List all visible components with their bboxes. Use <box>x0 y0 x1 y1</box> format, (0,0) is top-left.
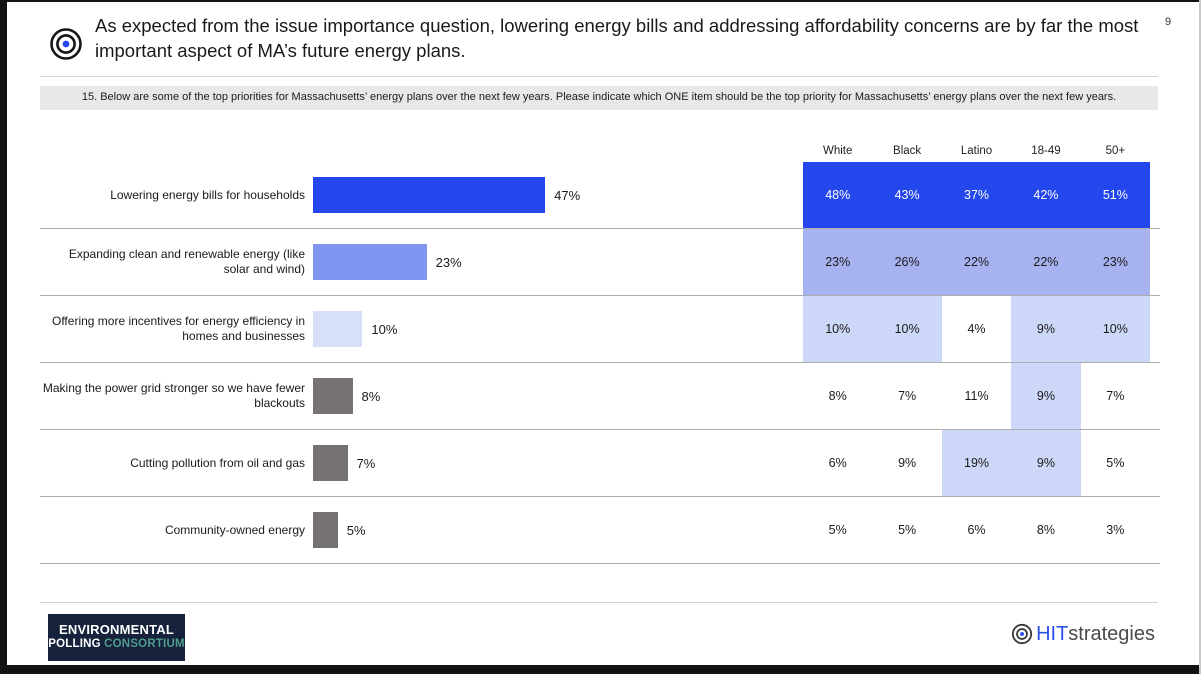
crosstab-cell: 9% <box>898 456 917 470</box>
bar <box>313 378 353 414</box>
row-label: Community-owned energy <box>164 522 305 537</box>
crosstab-cell: 8% <box>1036 523 1055 537</box>
chart-row: Community-owned energy 5% 5% 5% 6% 8% 3% <box>40 497 1160 564</box>
crosstab-cell: 3% <box>1106 523 1125 537</box>
row-label: Making the power grid stronger so we hav… <box>42 381 305 410</box>
bar-area: 23% <box>313 229 783 295</box>
bar-area: 7% <box>313 430 783 496</box>
crosstab-cell: 10% <box>872 296 942 362</box>
chart-bottom-divider <box>40 564 1158 603</box>
crosstab-cell: 9% <box>1011 430 1081 496</box>
crosstab-cell: 43% <box>872 162 942 228</box>
crosstab-cell: 5% <box>828 523 847 537</box>
frame-border-right <box>1199 0 1201 674</box>
column-header-white: White <box>823 145 853 157</box>
crosstab-cells: 48% 43% 37% 42% 51% <box>803 162 1151 228</box>
crosstab-cell: 6% <box>967 523 986 537</box>
crosstab-cell: 23% <box>803 229 873 295</box>
crosstab-cell: 51% <box>1080 162 1151 228</box>
bar-value-label: 47% <box>554 187 581 203</box>
title-divider <box>40 76 1158 77</box>
crosstab-cell: 19% <box>941 430 1012 496</box>
bar-area: 8% <box>313 363 783 429</box>
row-label: Offering more incentives for energy effi… <box>51 314 305 343</box>
chart-row: Expanding clean and renewable energy (li… <box>40 229 1160 296</box>
bar-area: 10% <box>313 296 783 362</box>
hit-logo-name: HIT <box>1036 622 1069 645</box>
crosstab-cells: 5% 5% 6% 8% 3% <box>803 497 1150 563</box>
page-title: As expected from the issue importance qu… <box>95 15 1139 61</box>
row-label: Lowering energy bills for households <box>110 187 305 202</box>
frame-border-top <box>0 0 1201 2</box>
epc-logo-line2: POLLING CONSORTIUM <box>48 638 185 651</box>
column-header-50plus: 50+ <box>1105 145 1126 157</box>
crosstab-cell: 7% <box>1106 389 1125 403</box>
chart-row: Offering more incentives for energy effi… <box>40 296 1160 363</box>
page-number: 9 <box>1164 16 1172 28</box>
hit-logo-suffix: strategies <box>1068 622 1155 645</box>
chart-row: Making the power grid stronger so we hav… <box>40 363 1160 430</box>
bar <box>313 445 348 481</box>
frame-border-left <box>0 0 7 674</box>
crosstab-cell: 22% <box>941 229 1012 295</box>
crosstab-cell: 23% <box>1080 229 1151 295</box>
row-label: Cutting pollution from oil and gas <box>130 455 305 470</box>
epc-logo-polling: POLLING <box>48 638 101 651</box>
crosstab-cell: 7% <box>898 389 917 403</box>
bar <box>313 177 546 213</box>
crosstab-cells: 23% 26% 22% 22% 23% <box>803 229 1151 295</box>
column-header-18-49: 18-49 <box>1031 145 1061 157</box>
crosstab-cell: 10% <box>1080 296 1151 362</box>
hit-strategies-logo: HIT strategies <box>1011 618 1155 650</box>
frame-border-bottom <box>0 665 1201 674</box>
bar <box>313 244 427 280</box>
column-header-latino: Latino <box>960 145 993 157</box>
row-label: Expanding clean and renewable energy (li… <box>68 247 305 276</box>
chart-row: Lowering energy bills for households 47%… <box>40 162 1160 229</box>
survey-question-banner: 15. Below are some of the top priorities… <box>40 86 1158 110</box>
hit-bullseye-icon <box>1011 623 1033 645</box>
crosstab-cell: 5% <box>898 523 917 537</box>
bar-value-label: 10% <box>371 321 398 337</box>
crosstab-cell: 42% <box>1011 162 1081 228</box>
crosstab-cell: 5% <box>1106 456 1125 470</box>
bar <box>313 512 338 548</box>
bar-value-label: 8% <box>361 388 381 404</box>
bar-area: 47% <box>313 162 783 228</box>
crosstab-cell: 6% <box>828 456 847 470</box>
bar-area: 5% <box>313 497 783 563</box>
crosstab-cell: 22% <box>1011 229 1081 295</box>
bullseye-icon <box>49 27 83 66</box>
crosstab-cell: 37% <box>941 162 1012 228</box>
crosstab-cell: 9% <box>1011 363 1081 429</box>
environmental-polling-consortium-logo: ENVIRONMENTAL POLLING CONSORTIUM <box>48 614 185 661</box>
bar-chart-with-crosstab: Lowering energy bills for households 47%… <box>40 162 1160 564</box>
crosstab-cell: 48% <box>803 162 873 228</box>
crosstab-cell: 11% <box>964 389 989 403</box>
epc-logo-line1: ENVIRONMENTAL <box>58 622 175 638</box>
bar-value-label: 23% <box>435 254 462 270</box>
crosstab-cells: 10% 10% 4% 9% 10% <box>803 296 1151 362</box>
crosstab-cell: 4% <box>967 322 986 336</box>
chart-row: Cutting pollution from oil and gas 7% 6%… <box>40 430 1160 497</box>
crosstab-column-headers: White Black Latino 18-49 50+ <box>803 145 1150 157</box>
bar <box>313 311 363 347</box>
epc-logo-consortium: CONSORTIUM <box>100 638 185 651</box>
crosstab-cell: 8% <box>828 389 847 403</box>
bar-value-label: 7% <box>356 455 376 471</box>
crosstab-cells: 8% 7% 11% 9% 7% <box>803 363 1150 429</box>
crosstab-cells: 6% 9% 19% 9% 5% <box>803 430 1150 496</box>
crosstab-cell: 10% <box>803 296 873 362</box>
column-header-black: Black <box>893 145 922 157</box>
crosstab-cell: 26% <box>872 229 942 295</box>
bar-value-label: 5% <box>346 522 366 538</box>
crosstab-cell: 9% <box>1011 296 1081 362</box>
